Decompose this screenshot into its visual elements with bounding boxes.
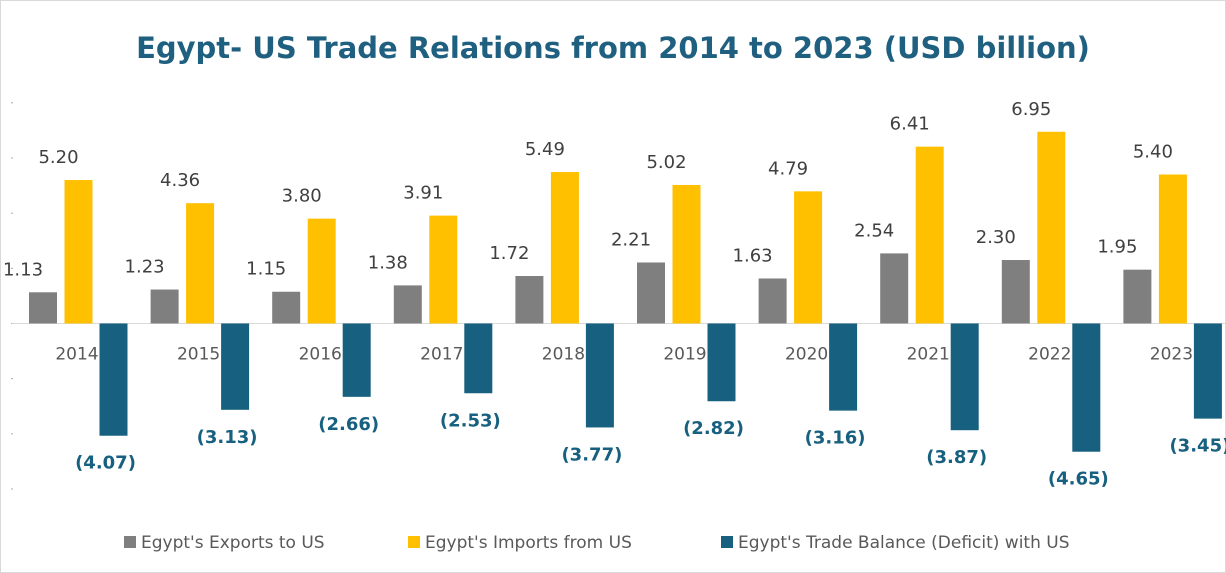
value-label: 2.54: [854, 220, 894, 241]
bar: [794, 191, 823, 324]
value-label: 1.38: [368, 252, 408, 273]
value-label: (3.87): [926, 447, 987, 468]
x-tick-label: 2022: [1028, 344, 1071, 364]
value-label: 4.79: [768, 158, 808, 179]
bar: [1193, 323, 1222, 419]
bar: [950, 323, 979, 431]
bar: [29, 292, 57, 324]
value-label: 3.80: [282, 186, 322, 207]
bar: [758, 278, 787, 324]
legend-label: Egypt's Imports from US: [425, 533, 632, 553]
x-tick-label: 2019: [663, 344, 706, 364]
value-label: 1.95: [1097, 237, 1137, 258]
bar: [672, 184, 701, 324]
value-label: (4.65): [1048, 469, 1109, 490]
value-label: 1.63: [733, 246, 773, 267]
x-tick-label: 2023: [1150, 344, 1193, 364]
bar: [880, 253, 909, 324]
x-tick-label: 2020: [785, 344, 828, 364]
value-label: 2.21: [611, 230, 651, 251]
legend-label: Egypt's Trade Balance (Deficit) with US: [738, 533, 1070, 553]
value-label: 1.72: [489, 243, 529, 264]
bar: [272, 291, 301, 324]
value-label: (2.53): [440, 410, 501, 431]
value-label: (4.07): [75, 453, 136, 474]
value-label: 3.91: [403, 183, 443, 204]
bar: [429, 215, 458, 324]
bar: [64, 180, 93, 324]
bar: [1001, 260, 1030, 324]
bar: [637, 262, 665, 324]
value-label: 5.02: [646, 152, 686, 173]
bar: [550, 172, 579, 324]
value-label: (3.77): [561, 444, 622, 465]
value-label: 1.15: [246, 259, 286, 280]
value-label: 6.41: [890, 114, 930, 135]
value-label: 4.36: [160, 170, 200, 191]
bar: [1158, 174, 1187, 324]
bar: [515, 276, 544, 324]
bar: [150, 289, 179, 324]
value-label: (3.13): [197, 427, 258, 448]
bar: [1072, 323, 1101, 452]
x-tick-label: 2016: [299, 344, 342, 364]
bar: [464, 323, 493, 394]
value-label: (2.82): [683, 418, 744, 439]
legend-swatch: [124, 536, 136, 548]
bar: [707, 323, 736, 402]
bar: [99, 323, 128, 436]
x-tick-label: 2017: [420, 344, 463, 364]
bar: [393, 285, 422, 324]
x-tick-label: 2018: [542, 344, 585, 364]
chart-title: Egypt- US Trade Relations from 2014 to 2…: [136, 31, 1090, 65]
bar: [915, 146, 944, 324]
bar: [1123, 269, 1152, 324]
legend-swatch: [408, 536, 420, 548]
value-label: 1.13: [3, 259, 43, 280]
bar: [1037, 131, 1066, 324]
value-label: 1.23: [125, 257, 165, 278]
bar: [307, 218, 336, 324]
bar: [186, 203, 215, 324]
value-label: 5.49: [525, 139, 565, 160]
legend-label: Egypt's Exports to US: [141, 533, 325, 553]
value-label: (2.66): [318, 414, 379, 435]
x-tick-label: 2015: [177, 344, 220, 364]
value-label: 6.95: [1011, 99, 1051, 120]
bar: [585, 323, 614, 428]
value-label: 5.20: [38, 147, 78, 168]
x-tick-label: 2021: [907, 344, 950, 364]
bar: [221, 323, 250, 410]
legend-swatch: [721, 536, 733, 548]
value-label: 2.30: [976, 227, 1016, 248]
bar: [342, 323, 371, 397]
value-label: (3.45): [1169, 436, 1226, 457]
value-label: (3.16): [805, 428, 866, 449]
value-label: 5.40: [1133, 142, 1173, 163]
bar: [829, 323, 858, 411]
x-tick-label: 2014: [55, 344, 98, 364]
